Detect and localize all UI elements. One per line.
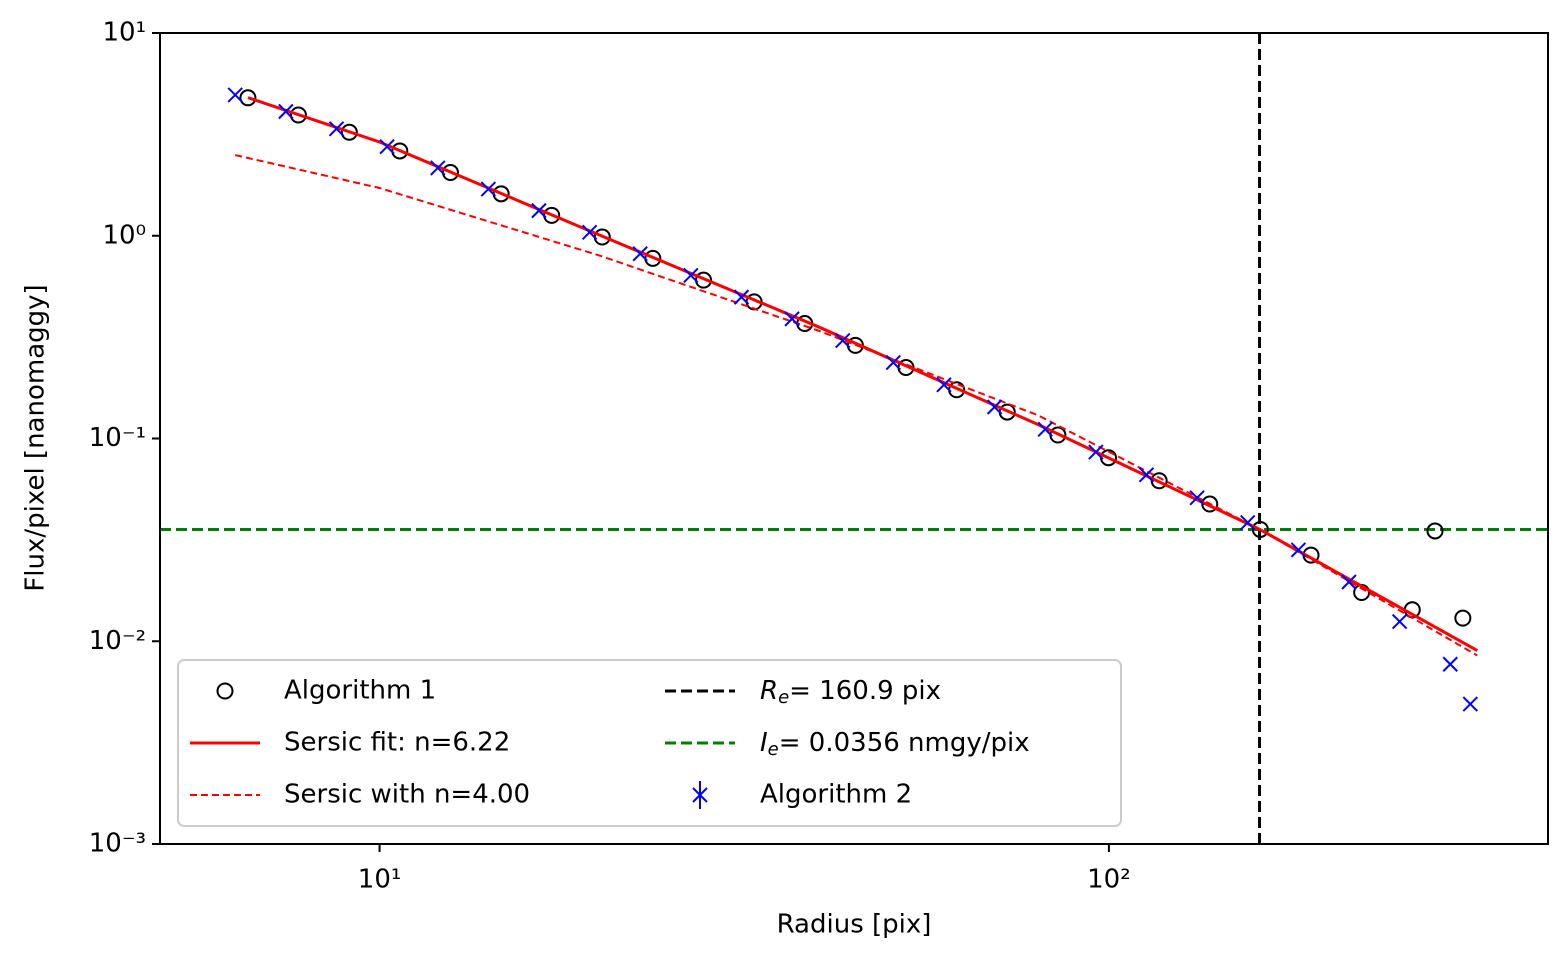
data-point — [1442, 656, 1458, 672]
series-line — [247, 96, 1479, 652]
data-point — [733, 289, 750, 305]
legend-label-symbol: R — [760, 676, 778, 706]
x-tick-label: 10¹ — [358, 865, 402, 895]
data-point — [227, 87, 243, 103]
legend-label: Algorithm 1 — [284, 676, 436, 706]
data-point — [1426, 522, 1444, 540]
legend-marker — [216, 682, 234, 700]
data-point — [835, 332, 851, 349]
legend-label: Re= 160.9 pix — [760, 676, 941, 709]
data-point — [1088, 444, 1104, 460]
data-point — [1391, 613, 1408, 630]
legend-label: Sersic fit: n=6.22 — [284, 728, 510, 758]
data-point — [328, 121, 345, 137]
legend-label: Sersic with n=4.00 — [284, 780, 530, 810]
y-tick-label: 10⁻¹ — [89, 423, 146, 453]
legend-label: Algorithm 2 — [760, 780, 912, 810]
y-tick-label: 10⁻² — [89, 626, 146, 656]
y-tick-label: 10¹ — [102, 18, 146, 48]
x-axis-label: Radius [pix] — [777, 910, 932, 940]
data-point — [581, 224, 598, 241]
data-point — [289, 106, 307, 124]
data-point — [986, 399, 1003, 415]
legend-label: Ie= 0.0356 nmgy/pix — [760, 728, 1030, 761]
data-point — [1138, 467, 1155, 483]
data-point — [885, 354, 902, 371]
data-point — [1290, 542, 1307, 558]
data-point — [1462, 696, 1479, 712]
data-point — [683, 267, 699, 284]
data-point — [1240, 514, 1256, 531]
data-point — [936, 377, 952, 393]
y-axis-label: Flux/pixel [nanomaggy] — [21, 284, 51, 591]
data-point — [1037, 421, 1053, 438]
data-point — [632, 246, 648, 262]
data-point — [784, 311, 800, 327]
data-point — [531, 202, 547, 219]
legend-marker — [692, 781, 708, 809]
legend-label-text: = 0.0356 nmgy/pix — [779, 728, 1030, 758]
legend-label-text: = 160.9 pix — [789, 676, 941, 706]
y-tick-label: 10⁰ — [102, 220, 146, 250]
data-point — [340, 123, 358, 141]
legend-label-subscript: e — [778, 687, 789, 708]
data-point — [379, 138, 395, 155]
legend-box — [177, 659, 1122, 827]
data-point — [1189, 490, 1205, 506]
data-point — [1341, 574, 1357, 590]
series-line — [234, 154, 1478, 657]
x-tick-label: 10² — [1087, 865, 1131, 895]
data-point — [480, 181, 497, 197]
data-point — [239, 89, 257, 107]
plot-area — [160, 33, 1548, 844]
y-tick-label: 10⁻³ — [89, 829, 146, 859]
data-point — [1251, 520, 1269, 538]
data-point — [430, 160, 446, 176]
data-point — [1454, 609, 1472, 627]
legend-label-symbol: I — [760, 728, 768, 758]
legend-label-subscript: e — [768, 739, 779, 760]
data-point — [278, 103, 294, 120]
